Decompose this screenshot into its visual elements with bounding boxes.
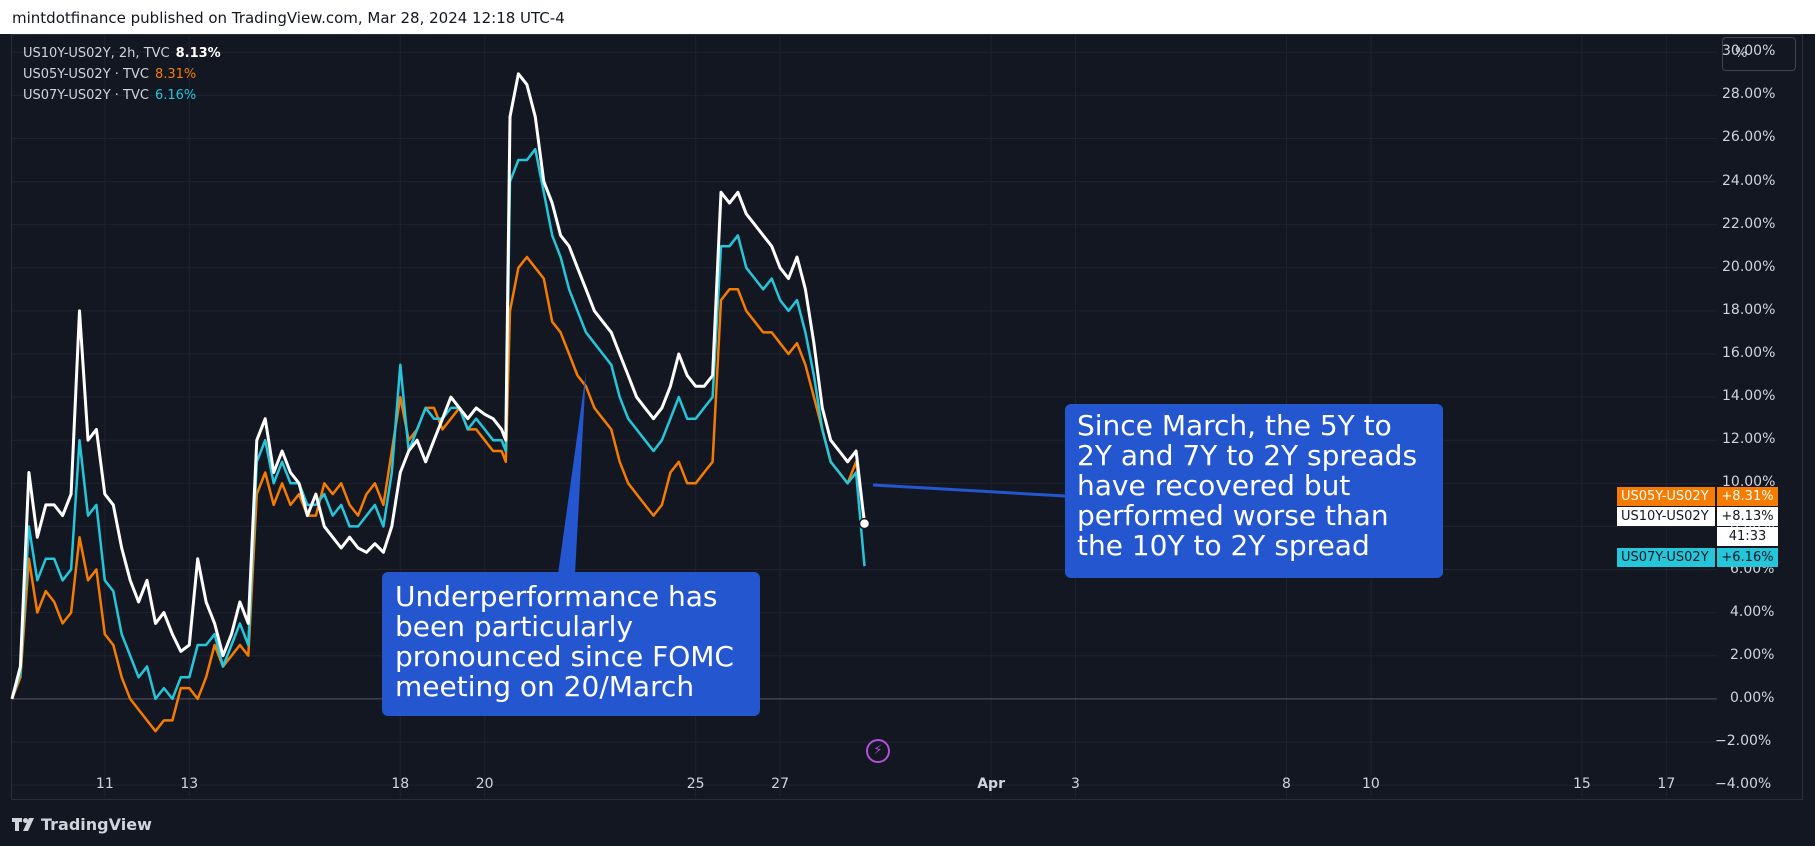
- tradingview-logo-icon: [12, 818, 34, 831]
- y-tick-label: −4.00%: [1715, 776, 1772, 793]
- series-legend: US10Y-US02Y, 2h, TVC 8.13% US05Y-US02Y · T…: [23, 43, 221, 106]
- y-tick-label: 0.00%: [1730, 689, 1775, 706]
- legend-series-name: US10Y-US02Y, 2h, TVC: [23, 46, 170, 61]
- legend-series-name: US07Y-US02Y · TVC: [23, 88, 149, 103]
- chart-frame: [11, 34, 1803, 800]
- y-tick-label: 14.00%: [1722, 388, 1776, 405]
- y-tick-label: 20.00%: [1722, 258, 1776, 275]
- x-tick-label: 10: [1362, 776, 1380, 792]
- x-tick-label: 11: [95, 776, 114, 792]
- bar-countdown: 41:33: [1717, 527, 1778, 546]
- y-tick-label: −2.00%: [1715, 732, 1772, 749]
- legend-series-name: US05Y-US02Y · TVC: [23, 67, 149, 82]
- callout-march-recovery: Since March, the 5Y to 2Y and 7Y to 2Y s…: [1065, 404, 1443, 578]
- legend-row[interactable]: US05Y-US02Y · TVC 8.31%: [23, 64, 221, 85]
- x-tick-label: 17: [1657, 776, 1676, 792]
- x-tick-label: 18: [391, 776, 410, 792]
- chart-canvas[interactable]: [0, 0, 1815, 800]
- y-tick-label: 28.00%: [1722, 86, 1776, 103]
- legend-series-value: 8.13%: [175, 46, 221, 61]
- x-tick-label: 27: [771, 776, 790, 792]
- y-tick-label: 16.00%: [1722, 344, 1776, 361]
- y-tick-label: 4.00%: [1730, 603, 1775, 620]
- last-price-dot: [858, 517, 871, 530]
- x-tick-label: 3: [1071, 776, 1080, 792]
- legend-row[interactable]: US10Y-US02Y, 2h, TVC 8.13%: [23, 43, 221, 64]
- y-tick-label: 12.00%: [1722, 431, 1776, 448]
- tradingview-wordmark: TradingView: [41, 815, 152, 834]
- y-tick-label: 18.00%: [1722, 301, 1776, 318]
- grid-lines: [12, 35, 1717, 798]
- x-tick-label: 15: [1573, 776, 1591, 792]
- price-scale-unit-button[interactable]: %: [1722, 37, 1796, 71]
- legend-series-value: 6.16%: [154, 88, 197, 103]
- price-tag-value: +8.13%: [1717, 507, 1778, 526]
- y-tick-label: 24.00%: [1722, 172, 1776, 189]
- series-line-us10y-us02y[interactable]: [10, 72, 866, 700]
- y-tick-label: 2.00%: [1730, 646, 1775, 663]
- y-tick-label: 30.00%: [1722, 43, 1776, 60]
- x-tick-label: 20: [475, 776, 494, 792]
- price-tag-name: US10Y-US02Y: [1617, 507, 1715, 526]
- x-tick-label: 8: [1282, 776, 1291, 792]
- legend-series-value: 8.31%: [154, 67, 197, 82]
- publisher-bar: mintdotfinance published on TradingView.…: [0, 0, 1815, 34]
- price-tag-value: +8.31%: [1717, 487, 1778, 506]
- y-tick-label: 22.00%: [1722, 215, 1776, 232]
- callout-fomc: Underperformance has been particularly p…: [382, 572, 760, 716]
- y-tick-label: 26.00%: [1722, 129, 1776, 146]
- series-line-us05y-us02y[interactable]: [10, 255, 866, 733]
- price-tag-name: US07Y-US02Y: [1617, 548, 1715, 567]
- legend-row[interactable]: US07Y-US02Y · TVC 6.16%: [23, 85, 221, 106]
- publisher-text: mintdotfinance published on TradingView.…: [12, 9, 565, 27]
- x-tick-label: 13: [180, 776, 199, 792]
- price-tag-name: US05Y-US02Y: [1617, 487, 1715, 506]
- callout-pointer-line: [872, 483, 1066, 498]
- series-lines: [10, 72, 866, 733]
- x-tick-label: 25: [686, 776, 705, 792]
- unit-label: %: [1735, 46, 1748, 61]
- callout1-pointer: [558, 372, 586, 574]
- event-lightning-icon[interactable]: ⚡: [866, 739, 890, 763]
- price-tag-value: +6.16%: [1717, 548, 1778, 567]
- y-tick-label: 10.00%: [1722, 474, 1776, 491]
- x-tick-label: Apr: [977, 776, 1005, 792]
